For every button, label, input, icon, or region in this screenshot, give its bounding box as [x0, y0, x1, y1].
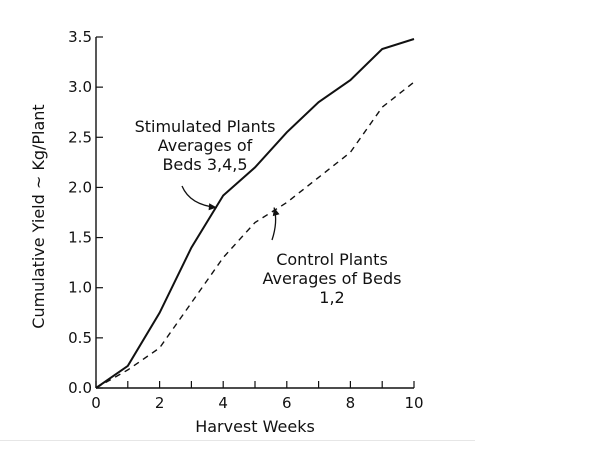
y-tick-label: 1.5 [68, 229, 92, 247]
axes: 0 2 4 6 8 10 0.0 0.5 1.0 1.5 2.0 2.5 3.0 3.5 [68, 28, 423, 412]
y-tick-label: 3.0 [68, 78, 92, 96]
x-tick-label: 10 [404, 394, 423, 412]
y-tick-label: 2.0 [68, 178, 92, 196]
annotation-arrowhead-control [272, 207, 280, 217]
annotation-stimulated-line: Beds 3,4,5 [162, 155, 247, 174]
annotation-stimulated-line: Stimulated Plants [135, 117, 276, 136]
annotation-arrow-stimulated [181, 185, 217, 209]
x-tick-label: 8 [346, 394, 356, 412]
annotation-control-line: Control Plants [276, 250, 388, 269]
series-line-control [95, 81, 415, 389]
y-ticks: 0.0 0.5 1.0 1.5 2.0 2.5 3.0 3.5 [68, 28, 103, 397]
bottom-divider [0, 440, 475, 441]
x-tick-label: 2 [155, 394, 165, 412]
series-layer [95, 38, 415, 389]
annotation-control-line: Averages of Beds [263, 269, 402, 288]
x-tick-label: 6 [282, 394, 292, 412]
y-tick-label: 3.5 [68, 28, 92, 46]
y-tick-label: 2.5 [68, 128, 92, 146]
annotation-control-line: 1,2 [319, 288, 344, 307]
y-tick-label: 0.0 [68, 379, 92, 397]
annotation-arrowhead-stimulated [208, 203, 217, 211]
x-axis-title: Harvest Weeks [195, 417, 315, 436]
annotation-stimulated-line: Averages of [158, 136, 253, 155]
series-line-stimulated [95, 38, 415, 389]
y-axis-title: Cumulative Yield ~ Kg/Plant [29, 104, 48, 328]
x-tick-label: 0 [91, 394, 101, 412]
y-tick-label: 0.5 [68, 329, 92, 347]
x-tick-label: 4 [218, 394, 228, 412]
x-ticks: 0 2 4 6 8 10 [91, 381, 424, 412]
y-tick-label: 1.0 [68, 279, 92, 297]
